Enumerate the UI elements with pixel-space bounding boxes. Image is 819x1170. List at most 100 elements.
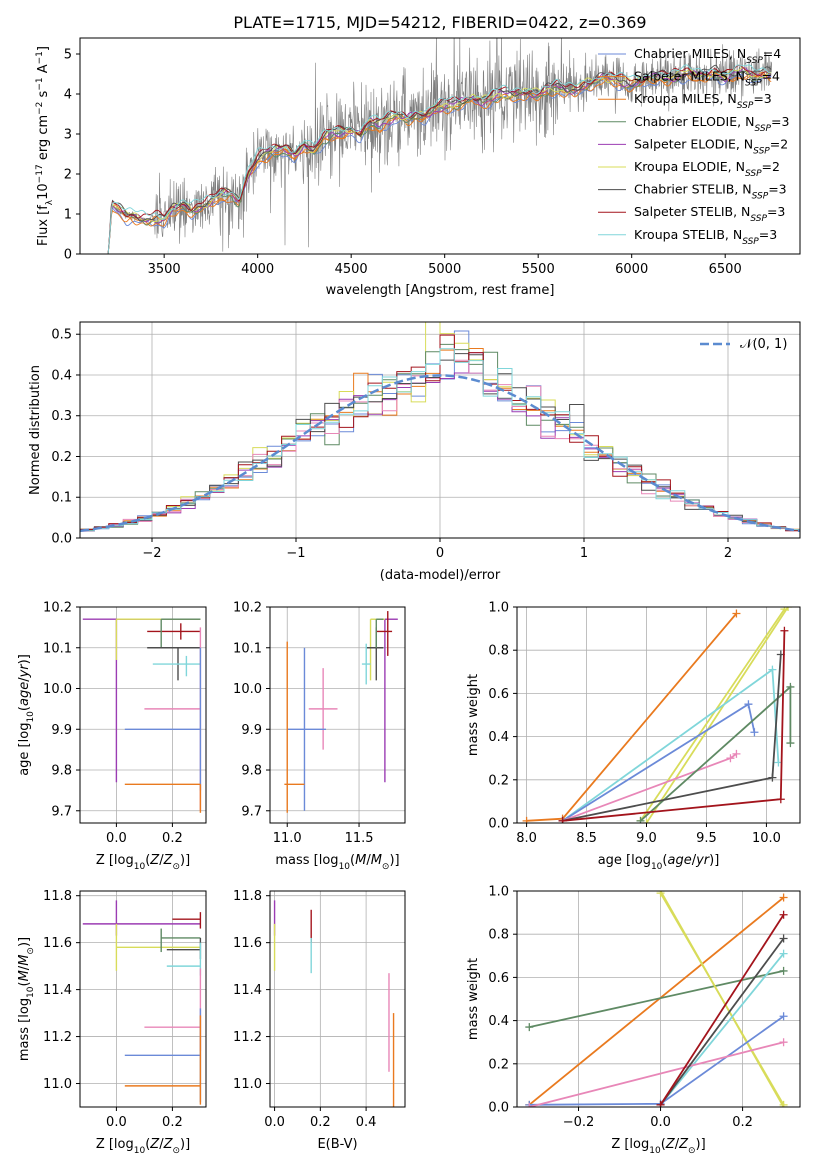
x-tick-label: 0.0 [106, 1115, 127, 1130]
model-line-kroupa_stelib [107, 64, 772, 254]
x-axis-label: Z [log10(Z/Z⊙)] [96, 1137, 190, 1156]
x-tick-label: 11.5 [345, 831, 374, 846]
series-marker-chabrier_miles [750, 728, 759, 737]
series-line-kroupa_elodie [645, 607, 789, 823]
y-tick-label: 0.1 [51, 491, 72, 506]
plot-area [284, 611, 398, 813]
y-tick-label: 0.2 [488, 1057, 509, 1072]
x-tick-label: 0.2 [162, 1115, 183, 1130]
series-line-kroupa_stelib [659, 953, 785, 1106]
y-tick-label: 0.5 [51, 328, 72, 343]
y-tick-label: 10.1 [43, 641, 72, 656]
y-tick-label: 11.8 [233, 889, 262, 904]
x-tick-label: 0.2 [162, 831, 183, 846]
y-tick-label: 3 [64, 128, 72, 143]
series-marker-salpeter_stelib [776, 795, 785, 804]
x-tick-label: 5000 [428, 262, 461, 277]
series-marker-pink [726, 754, 735, 763]
x-tick-label: 0.4 [356, 1115, 377, 1130]
y-tick-label: 11.6 [233, 936, 262, 951]
series-marker-chabrier_elodie [786, 682, 795, 691]
y-tick-label: 2 [64, 168, 72, 183]
x-tick-label: 2 [724, 546, 732, 561]
y-tick-label: 4 [64, 88, 72, 103]
plots: 3500 4000 4500 5000 5500 6000 6500 0 1 2 3 4 5 wavele… [17, 37, 801, 1156]
legend-label: Salpeter STELIB, NSSP=3 [634, 204, 785, 224]
x-tick-label: 0.2 [732, 1115, 753, 1130]
histogram-kroupa_stelib [80, 348, 800, 532]
y-tick-label: 0.0 [488, 817, 509, 832]
y-tick-label: 0.8 [488, 644, 509, 659]
y-tick-label: 0.8 [488, 928, 509, 943]
x-axis-label: (data-model)/error [380, 568, 501, 583]
y-tick-label: 0 [64, 248, 72, 263]
x-tick-label: 9.5 [696, 831, 717, 846]
y-tick-label: 0.2 [51, 450, 72, 465]
series-line-chabrier_stelib [562, 654, 782, 822]
plot-area [525, 891, 788, 1107]
y-tick-label: 0.4 [488, 1014, 509, 1029]
y-axis-label: Normed distribution [28, 365, 43, 495]
model-line-salpeter_stelib [107, 64, 772, 254]
x-tick-label: 0.0 [106, 831, 127, 846]
series-marker-salpeter_miles [522, 816, 531, 823]
axes-mass_vs_Z: 0.0 0.2 11.0 11.2 11.4 11.6 11.8 Z [log10(Z/Z⊙)… [17, 889, 207, 1156]
y-axis-label: Flux [fλ10−17 erg cm−2 s−1 A−1] [35, 46, 55, 246]
x-tick-label: 6500 [709, 262, 742, 277]
legend-label: Chabrier ELODIE, NSSP=3 [634, 114, 789, 134]
x-axis-label: wavelength [Angstrom, rest frame] [326, 283, 555, 298]
x-tick-label: 11.0 [273, 831, 302, 846]
series-marker-chabrier_elodie [786, 739, 795, 748]
axes-massweight_vs_Z: −0.2 0.0 0.2 0.0 0.2 0.4 0.6 0.8 1.0 Z [log10(Z/Z… [466, 885, 801, 1156]
y-tick-label: 11.0 [43, 1077, 72, 1092]
axes-frame [79, 37, 801, 255]
series-marker-kroupa_elodie [642, 819, 651, 823]
plot-area [273, 900, 395, 1107]
axes-frame [269, 606, 406, 824]
x-tick-label: 6000 [615, 262, 648, 277]
y-tick-label: 10.2 [43, 601, 72, 616]
series-marker-chabrier_miles [779, 1012, 788, 1021]
y-tick-label: 9.7 [51, 804, 72, 819]
series-marker-chabrier_stelib [768, 773, 777, 782]
y-tick-label: 0.0 [51, 532, 72, 547]
series-marker-pink [732, 749, 741, 758]
plot-area [82, 900, 202, 1105]
x-tick-label: 10.0 [752, 831, 781, 846]
model-line-chabrier_stelib [107, 64, 772, 254]
y-tick-label: 0.4 [51, 368, 72, 383]
x-axis-label: mass [log10(M/M⊙)] [275, 853, 399, 872]
series-marker-kroupa_stelib [779, 949, 788, 958]
y-tick-label: 11.4 [43, 983, 72, 998]
legend-label: 𝒩(0, 1) [740, 337, 787, 352]
plot-area [82, 618, 202, 813]
series-line-kroupa_elodie [659, 892, 785, 1106]
x-axis-label: E(B-V) [317, 1137, 357, 1152]
x-tick-label: 3500 [148, 262, 181, 277]
x-tick-label: 0 [436, 546, 444, 561]
series-marker-chabrier_stelib [779, 934, 788, 943]
series-marker-kroupa_elodie [779, 1100, 788, 1107]
y-tick-label: 1 [64, 208, 72, 223]
series-marker-pink [779, 1038, 788, 1047]
y-tick-label: 10.0 [43, 682, 72, 697]
plot-area [522, 607, 795, 823]
axes-age_vs_mass: 11.0 11.5 9.7 9.8 9.9 10.0 10.1 10.2 mass [log10… [233, 601, 406, 872]
axes-frame [516, 890, 801, 1108]
series-marker-kroupa_elodie [780, 607, 789, 614]
x-tick-label: 4000 [241, 262, 274, 277]
model-line-kroupa_elodie [107, 67, 772, 254]
series-marker-kroupa_elodie [656, 891, 665, 898]
y-tick-label: 9.9 [241, 723, 262, 738]
legend-label: Salpeter ELODIE, NSSP=2 [634, 136, 788, 156]
series-marker-chabrier_miles [744, 700, 753, 709]
series-marker-chabrier_elodie [525, 1023, 534, 1032]
model-line-salpeter_elodie [107, 67, 772, 254]
y-axis-label: mass [log10(M/M⊙)] [17, 937, 36, 1061]
y-tick-label: 11.4 [233, 983, 262, 998]
y-tick-label: 0.3 [51, 409, 72, 424]
x-tick-label: 0.0 [650, 1115, 671, 1130]
x-tick-label: −0.2 [563, 1115, 595, 1130]
model-line-kroupa_miles [107, 71, 772, 254]
